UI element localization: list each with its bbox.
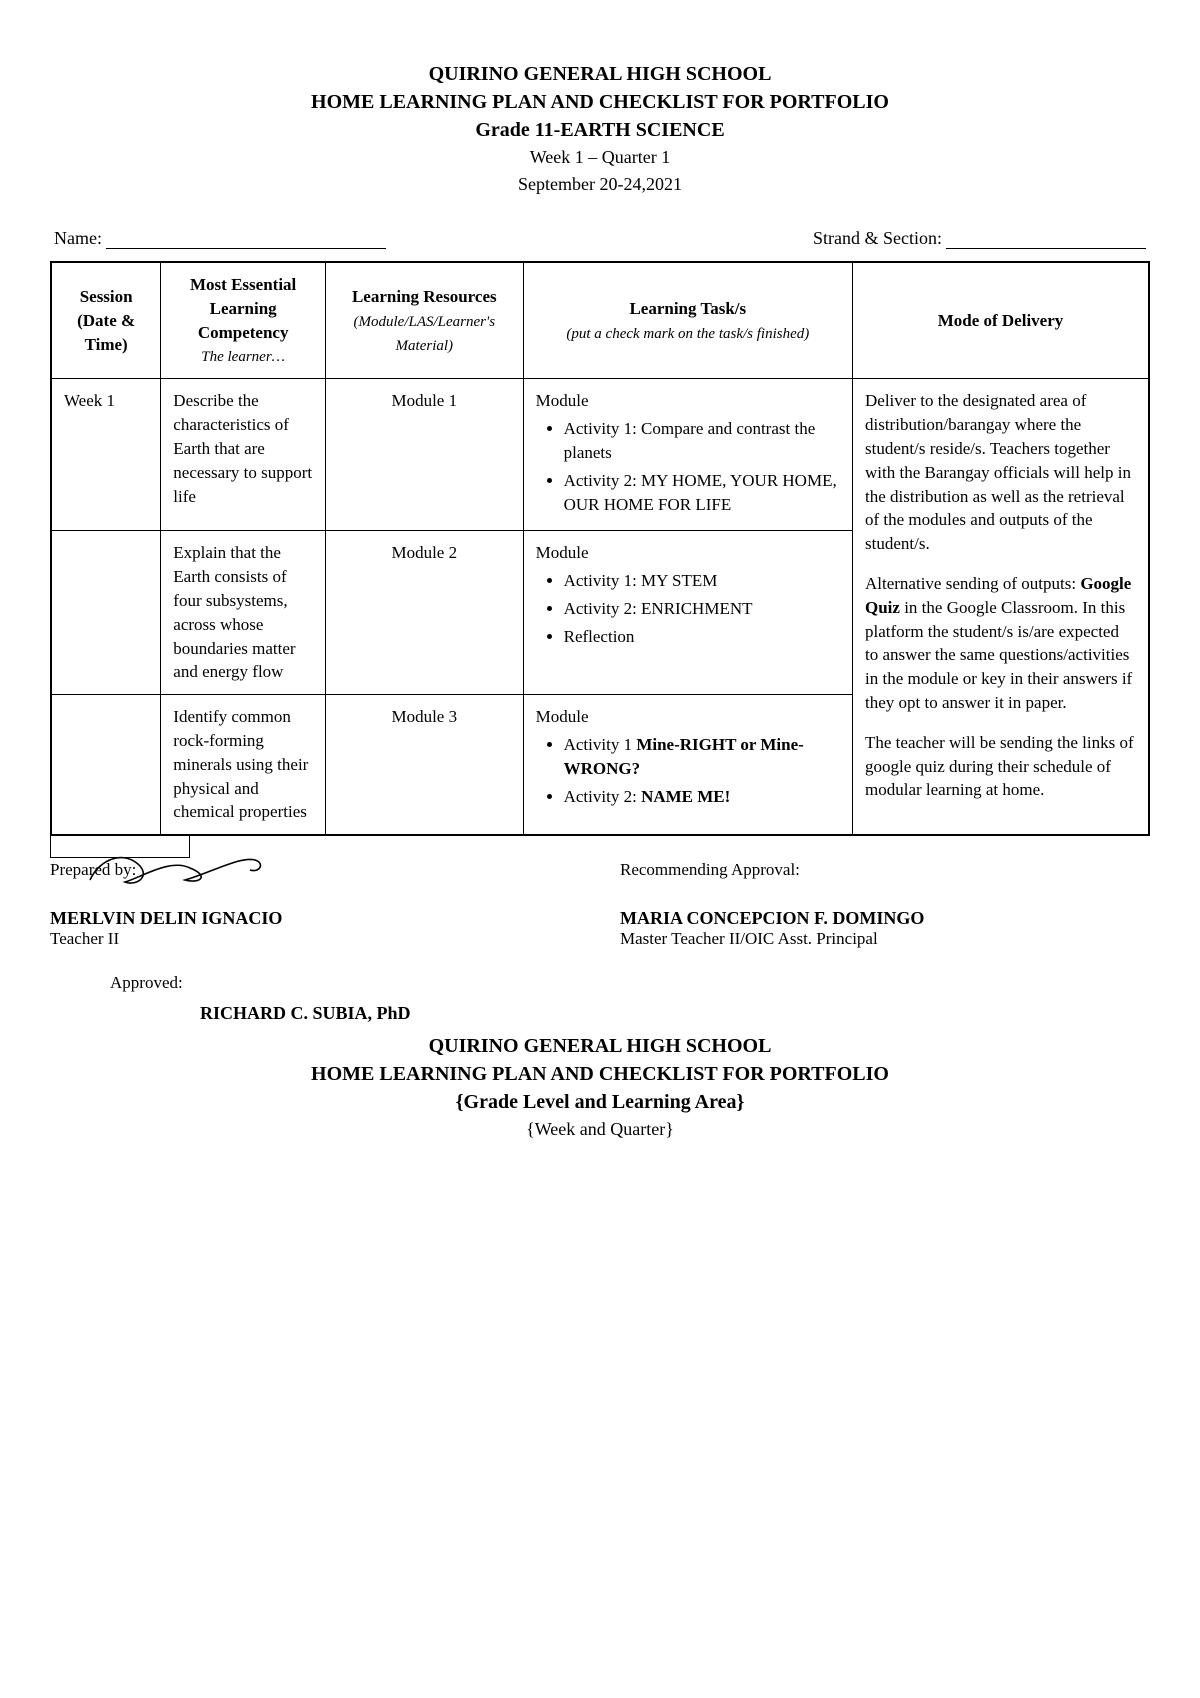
prepared-title: Teacher II — [50, 929, 580, 949]
th-melc: Most Essential Learning Competency The l… — [161, 262, 326, 379]
name-label: Name: — [54, 228, 102, 249]
cell-melc: Identify common rock-forming minerals us… — [161, 695, 326, 835]
tasks-header: Module — [536, 391, 589, 410]
cell-resources: Module 2 — [325, 531, 523, 695]
cell-melc: Explain that the Earth consists of four … — [161, 531, 326, 695]
tasks-header: Module — [536, 707, 589, 726]
header-grade: Grade 11-EARTH SCIENCE — [50, 116, 1150, 144]
task-item[interactable]: Activity 1 Mine-RIGHT or Mine-WRONG? — [564, 733, 840, 781]
recommending-column: Recommending Approval: MARIA CONCEPCION … — [620, 860, 1150, 949]
prepared-by-column: Prepared by: MERLVIN DELIN IGNACIO Teach… — [50, 860, 580, 949]
table-row: Week 1 Describe the characteristics of E… — [51, 379, 1149, 531]
task-item[interactable]: Activity 1: Compare and contrast the pla… — [564, 417, 840, 465]
cell-melc: Describe the characteristics of Earth th… — [161, 379, 326, 531]
approved-label: Approved: — [110, 973, 1150, 993]
document-header: QUIRINO GENERAL HIGH SCHOOL HOME LEARNIN… — [50, 60, 1150, 198]
tasks-header: Module — [536, 543, 589, 562]
th-resources-main: Learning Resources — [352, 287, 497, 306]
recommending-title: Master Teacher II/OIC Asst. Principal — [620, 929, 1150, 949]
approved-name: RICHARD C. SUBIA, PhD — [200, 1003, 1150, 1024]
th-resources-sub: (Module/LAS/Learner's Material) — [354, 314, 496, 354]
delivery-p2: Alternative sending of outputs: Google Q… — [865, 572, 1136, 715]
footer-grade: {Grade Level and Learning Area} — [50, 1088, 1150, 1116]
th-delivery: Mode of Delivery — [853, 262, 1150, 379]
section-underline[interactable] — [946, 248, 1146, 249]
delivery-p1: Deliver to the designated area of distri… — [865, 389, 1136, 556]
th-tasks-main: Learning Task/s — [629, 299, 746, 318]
recommending-label: Recommending Approval: — [620, 860, 1150, 880]
th-resources: Learning Resources (Module/LAS/Learner's… — [325, 262, 523, 379]
recommending-name: MARIA CONCEPCION F. DOMINGO — [620, 908, 1150, 929]
document-footer: QUIRINO GENERAL HIGH SCHOOL HOME LEARNIN… — [50, 1032, 1150, 1143]
cell-session: Week 1 — [51, 379, 161, 531]
section-label: Strand & Section: — [813, 228, 942, 249]
th-melc-main: Most Essential Learning Competency — [190, 275, 296, 342]
footer-school: QUIRINO GENERAL HIGH SCHOOL — [50, 1032, 1150, 1060]
prepared-name: MERLVIN DELIN IGNACIO — [50, 908, 580, 929]
learning-plan-table: Session (Date & Time) Most Essential Lea… — [50, 261, 1150, 836]
task-item[interactable]: Activity 1: MY STEM — [564, 569, 840, 593]
footer-title: HOME LEARNING PLAN AND CHECKLIST FOR POR… — [50, 1060, 1150, 1088]
cell-tasks: Module Activity 1: Compare and contrast … — [523, 379, 852, 531]
signatures-block: Prepared by: MERLVIN DELIN IGNACIO Teach… — [50, 860, 1150, 949]
tasks-list: Activity 1 Mine-RIGHT or Mine-WRONG? Act… — [536, 733, 840, 808]
header-school: QUIRINO GENERAL HIGH SCHOOL — [50, 60, 1150, 88]
header-dates: September 20-24,2021 — [50, 171, 1150, 198]
name-section-row: Name: Strand & Section: — [50, 228, 1150, 249]
th-tasks: Learning Task/s (put a check mark on the… — [523, 262, 852, 379]
footer-week: {Week and Quarter} — [50, 1116, 1150, 1143]
task-item[interactable]: Activity 2: NAME ME! — [564, 785, 840, 809]
signature-icon — [80, 838, 280, 893]
th-session: Session (Date & Time) — [51, 262, 161, 379]
delivery-p3: The teacher will be sending the links of… — [865, 731, 1136, 802]
table-header-row: Session (Date & Time) Most Essential Lea… — [51, 262, 1149, 379]
task-item[interactable]: Reflection — [564, 625, 840, 649]
name-underline[interactable] — [106, 248, 386, 249]
section-field: Strand & Section: — [813, 228, 1146, 249]
th-tasks-sub: (put a check mark on the task/s finished… — [566, 326, 809, 342]
cell-resources: Module 1 — [325, 379, 523, 531]
cell-session — [51, 695, 161, 835]
tasks-list: Activity 1: Compare and contrast the pla… — [536, 417, 840, 516]
header-title: HOME LEARNING PLAN AND CHECKLIST FOR POR… — [50, 88, 1150, 116]
tasks-list: Activity 1: MY STEM Activity 2: ENRICHME… — [536, 569, 840, 648]
cell-tasks: Module Activity 1: MY STEM Activity 2: E… — [523, 531, 852, 695]
cell-session — [51, 531, 161, 695]
cell-tasks: Module Activity 1 Mine-RIGHT or Mine-WRO… — [523, 695, 852, 835]
th-melc-sub: The learner… — [201, 349, 285, 365]
task-item[interactable]: Activity 2: ENRICHMENT — [564, 597, 840, 621]
task-item[interactable]: Activity 2: MY HOME, YOUR HOME, OUR HOME… — [564, 469, 840, 517]
approved-block: Approved: RICHARD C. SUBIA, PhD — [110, 973, 1150, 1024]
cell-delivery: Deliver to the designated area of distri… — [853, 379, 1150, 835]
header-week: Week 1 – Quarter 1 — [50, 144, 1150, 171]
cell-resources: Module 3 — [325, 695, 523, 835]
name-field: Name: — [54, 228, 386, 249]
